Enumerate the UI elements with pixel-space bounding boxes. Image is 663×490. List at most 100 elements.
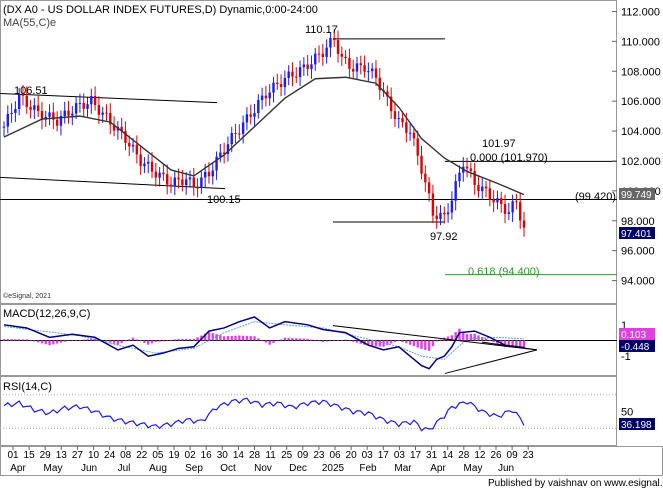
x-day-label: 19 bbox=[168, 450, 180, 461]
macd-histogram-bar bbox=[408, 340, 412, 345]
candle-body bbox=[276, 82, 279, 85]
x-day-label: 12 bbox=[474, 450, 486, 461]
macd-histogram-bar bbox=[241, 335, 245, 341]
candle-body bbox=[515, 201, 518, 203]
macd-histogram-bar bbox=[166, 340, 169, 341]
y-tick-label: 104.000 bbox=[621, 126, 661, 138]
x-day-label: 16 bbox=[201, 450, 213, 461]
macd-title: MACD(12,26,9,C) bbox=[3, 308, 90, 320]
macd-histogram-bar bbox=[333, 340, 336, 341]
macd-histogram-bar bbox=[203, 333, 207, 341]
macd-histogram-bar bbox=[67, 340, 70, 341]
macd-histogram-bar bbox=[287, 337, 290, 341]
macd-histogram-bar bbox=[359, 340, 362, 344]
x-day-label: 30 bbox=[217, 450, 229, 461]
candle-body bbox=[519, 202, 522, 221]
macd-histogram-bar bbox=[48, 340, 51, 346]
candle-body bbox=[166, 174, 169, 185]
candle-body bbox=[105, 112, 108, 114]
candle-body bbox=[355, 63, 359, 72]
candle-body bbox=[397, 118, 400, 120]
macd-histogram-bar bbox=[188, 339, 192, 341]
macd-histogram-bar bbox=[245, 335, 249, 341]
candle-body bbox=[131, 144, 135, 147]
candle-body bbox=[522, 220, 526, 228]
x-month-label: May bbox=[464, 463, 483, 474]
rsi-layer bbox=[0, 394, 617, 432]
rsi-tick-label: 50 bbox=[621, 407, 633, 419]
candle-body bbox=[184, 179, 188, 186]
macd-histogram-bar bbox=[10, 339, 13, 341]
candle-body bbox=[287, 71, 290, 79]
candle-body bbox=[363, 65, 366, 72]
macd-histogram-bar bbox=[238, 335, 241, 341]
candle-body bbox=[128, 142, 131, 147]
macd-histogram-bar bbox=[116, 340, 120, 345]
candle-body bbox=[435, 215, 438, 220]
macd-histogram-bar bbox=[25, 339, 28, 341]
macd-histogram-bar bbox=[177, 338, 180, 341]
candle-body bbox=[481, 186, 484, 192]
macd-histogram-bar bbox=[492, 340, 495, 343]
macd-histogram-bar bbox=[211, 333, 214, 341]
candle-body bbox=[408, 132, 412, 134]
macd-histogram-bar bbox=[291, 338, 294, 341]
ma-label: MA(55,C)e bbox=[3, 17, 56, 29]
macd-histogram-bar bbox=[397, 340, 400, 341]
macd-histogram-bar bbox=[147, 340, 150, 345]
macd-histogram-bar bbox=[112, 340, 116, 344]
level-99-label: (99.420) bbox=[575, 191, 616, 203]
macd-histogram-bar bbox=[21, 339, 25, 341]
candle-body bbox=[344, 56, 347, 59]
candle-body bbox=[314, 53, 317, 65]
macd-histogram-bar bbox=[40, 340, 44, 344]
candle-body bbox=[473, 170, 476, 186]
x-day-label: 28 bbox=[249, 450, 261, 461]
candle-body bbox=[25, 95, 28, 107]
macd-histogram-bar bbox=[105, 340, 108, 342]
trendline-top bbox=[0, 93, 218, 104]
macd-histogram-bar bbox=[298, 338, 302, 341]
macd-histogram-bar bbox=[488, 340, 492, 341]
candle-body bbox=[450, 200, 454, 213]
candle-body bbox=[443, 212, 446, 215]
candle-body bbox=[177, 177, 180, 180]
y-tick-label: 110.000 bbox=[621, 36, 660, 48]
candle-body bbox=[348, 58, 351, 69]
candle-body bbox=[272, 82, 275, 93]
macd-histogram-bar bbox=[59, 340, 63, 343]
candle-body bbox=[173, 177, 177, 187]
macd-histogram-bar bbox=[264, 340, 268, 343]
candle-body bbox=[405, 122, 408, 133]
macd-histogram-bar bbox=[272, 340, 275, 343]
candle-body bbox=[181, 179, 184, 186]
candle-body bbox=[424, 173, 427, 183]
annotation-low-100: 100.15 bbox=[207, 194, 241, 206]
candle-body bbox=[245, 114, 249, 123]
rsi-value: 36.198 bbox=[621, 420, 652, 431]
y-tick-label: 106.000 bbox=[621, 96, 661, 108]
macd-histogram-bar bbox=[302, 338, 306, 341]
macd-histogram-bar bbox=[52, 340, 55, 345]
candle-body bbox=[333, 37, 336, 41]
chart-title: (DX A0 - US DOLLAR INDEX FUTURES,D) Dyna… bbox=[3, 4, 318, 16]
candle-body bbox=[200, 177, 203, 189]
macd-histogram-bar bbox=[314, 340, 317, 341]
candle-body bbox=[492, 199, 495, 203]
candle-body bbox=[325, 47, 328, 58]
x-day-label: 05 bbox=[152, 450, 164, 461]
ma-value-box bbox=[619, 188, 655, 200]
macd-signal-line bbox=[3, 321, 525, 360]
macd-histogram-bar bbox=[446, 336, 450, 341]
x-day-label: 14 bbox=[233, 450, 245, 461]
x-day-label: 25 bbox=[281, 450, 293, 461]
last-price-label: 97.401 bbox=[621, 229, 652, 240]
macd-histogram-bar bbox=[511, 340, 514, 348]
macd-histogram-bar bbox=[120, 340, 123, 343]
copyright-text: ©eSignal, 2021 bbox=[3, 292, 51, 300]
macd-histogram-bar bbox=[226, 336, 230, 341]
x-day-label: 11 bbox=[265, 450, 276, 461]
x-day-label: 15 bbox=[24, 450, 36, 461]
candle-body bbox=[226, 144, 230, 154]
candle-body bbox=[264, 95, 268, 99]
